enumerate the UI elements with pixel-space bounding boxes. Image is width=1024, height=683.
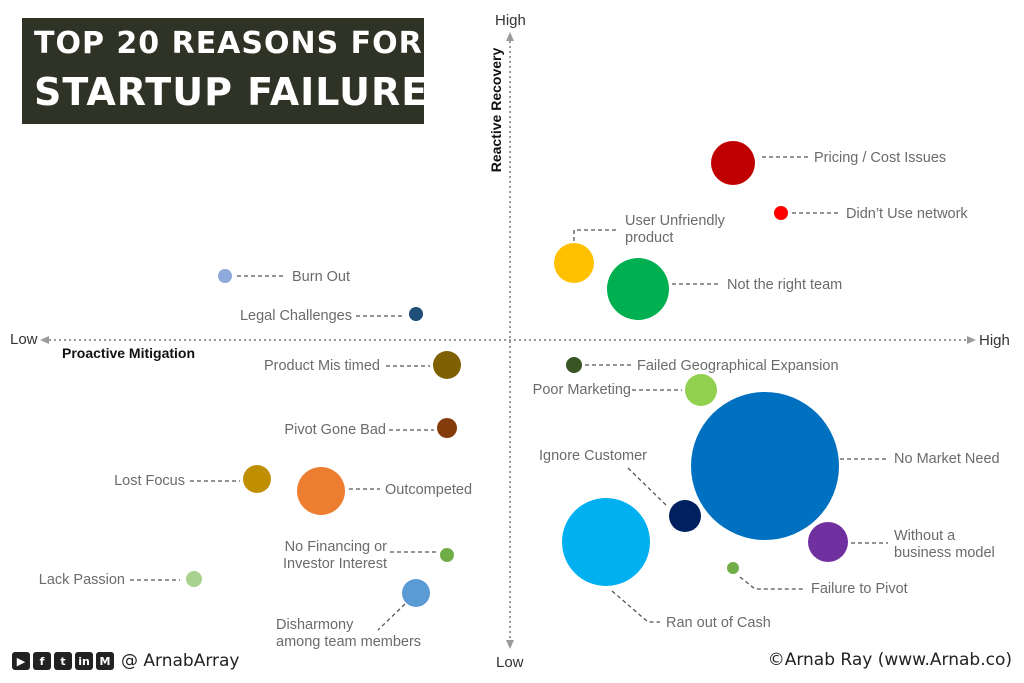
- social-links: ▶ f t in M @ ArnabArray: [12, 650, 240, 672]
- y-axis-arrow-bottom: [506, 640, 514, 649]
- data-label: Outcompeted: [385, 482, 472, 498]
- y-axis-arrow-top: [506, 32, 514, 41]
- title-box: TOP 20 REASONS FOR STARTUP FAILURE: [22, 18, 427, 124]
- bubble: [186, 571, 202, 587]
- bubble: [433, 351, 461, 379]
- x-high-label: High: [979, 332, 1010, 349]
- bubble: [727, 562, 739, 574]
- bubble: [562, 498, 650, 586]
- data-label: User Unfriendly: [625, 213, 726, 229]
- y-low-label: Low: [496, 654, 524, 671]
- bubble: [685, 374, 717, 406]
- data-label: Pivot Gone Bad: [284, 422, 386, 438]
- credit-text: ©Arnab Ray (www.Arnab.co): [767, 650, 1012, 670]
- data-label: Failed Geographical Expansion: [637, 358, 839, 374]
- linkedin-icon[interactable]: in: [75, 652, 93, 670]
- bubble: [808, 522, 848, 562]
- bubble: [711, 141, 755, 185]
- data-label: Failure to Pivot: [811, 581, 908, 597]
- social-handle[interactable]: @ ArnabArray: [121, 651, 240, 671]
- bubble: [566, 357, 582, 373]
- data-label: Ran out of Cash: [666, 615, 771, 631]
- leader-line: [377, 603, 406, 631]
- data-label: Product Mis timed: [264, 358, 380, 374]
- leader-line: [627, 467, 667, 506]
- youtube-icon[interactable]: ▶: [12, 652, 30, 670]
- x-axis-arrow-right: [967, 336, 976, 344]
- bubble: [440, 548, 454, 562]
- data-label: No Financing or: [285, 539, 388, 555]
- data-label: Without a: [894, 528, 956, 544]
- bubble: [774, 206, 788, 220]
- bubble: [437, 418, 457, 438]
- title-line-1: TOP 20 REASONS FOR: [34, 26, 423, 61]
- leader-line: [739, 576, 805, 590]
- data-label: Ignore Customer: [539, 448, 647, 464]
- bubble: [218, 269, 232, 283]
- bubble: [607, 258, 669, 320]
- data-label: Burn Out: [292, 269, 350, 285]
- data-label: Didn’t Use network: [846, 206, 968, 222]
- x-axis-title: Proactive Mitigation: [62, 345, 196, 361]
- mail-icon[interactable]: M: [96, 652, 114, 670]
- facebook-icon[interactable]: f: [33, 652, 51, 670]
- data-label: Poor Marketing: [533, 382, 631, 398]
- bubble: [409, 307, 423, 321]
- x-axis-arrow-left: [40, 336, 49, 344]
- twitter-icon[interactable]: t: [54, 652, 72, 670]
- y-high-label: High: [495, 12, 526, 29]
- data-label: Not the right team: [727, 277, 842, 293]
- bubble: [297, 467, 345, 515]
- data-label: product: [625, 230, 673, 246]
- bubble: [554, 243, 594, 283]
- data-label: Investor Interest: [283, 556, 387, 572]
- data-label: Disharmony: [276, 617, 354, 633]
- bubble: [402, 579, 430, 607]
- data-label: Lack Passion: [39, 572, 125, 588]
- data-label: Pricing / Cost Issues: [814, 150, 946, 166]
- data-label: Lost Focus: [114, 473, 185, 489]
- data-label: No Market Need: [894, 451, 1000, 467]
- bubble: [691, 392, 839, 540]
- data-label: among team members: [276, 634, 421, 650]
- data-label: business model: [894, 545, 995, 561]
- data-label: Legal Challenges: [240, 308, 352, 324]
- title-line-2: STARTUP FAILURE: [34, 70, 429, 114]
- leader-line: [573, 229, 619, 241]
- bubble: [243, 465, 271, 493]
- leader-line: [611, 590, 660, 623]
- x-low-label: Low: [10, 331, 38, 348]
- bubble: [669, 500, 701, 532]
